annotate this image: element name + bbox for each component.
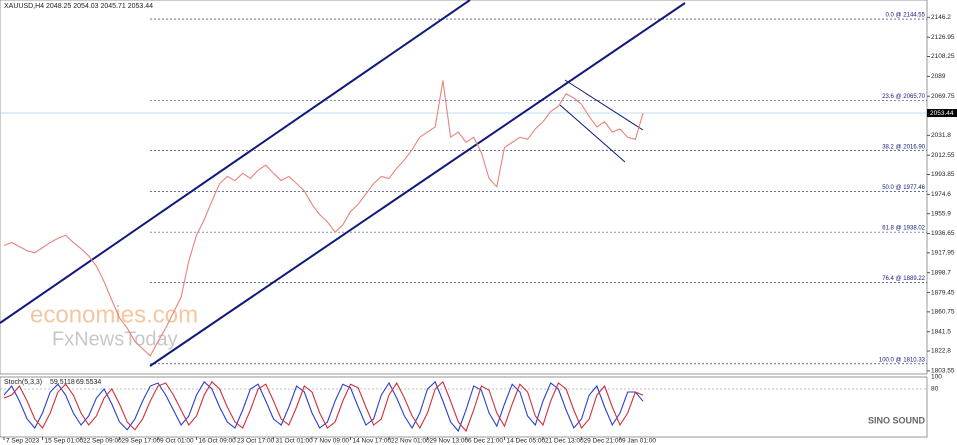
- x-tick-label: 6 Dec 21:00: [468, 438, 503, 445]
- fib-label: 0.0 @ 2144.55: [886, 13, 926, 19]
- x-tick-label: 7 Sep 2023: [6, 438, 40, 445]
- y-tick-label: 2069.75: [931, 93, 955, 100]
- y-tick-label: 1955.9: [931, 210, 951, 217]
- x-tick-label: 29 Sep 17:00: [122, 438, 161, 445]
- watermark: SINO SOUND: [868, 415, 926, 425]
- price-line: [3, 380, 644, 433]
- last-price-label: 2053.44: [930, 110, 954, 117]
- y-tick-label: 1898.7: [931, 269, 951, 276]
- y-tick-label: 1822.8: [931, 348, 951, 355]
- last-price-tag: [927, 109, 957, 118]
- stoch-signal-value: 69.5534: [76, 379, 101, 386]
- channel-upper: [0, 0, 471, 324]
- y-tick-label: 2031.8: [931, 132, 951, 139]
- x-tick-label: 16 Oct 09:00: [199, 438, 237, 445]
- stoch-panel: [0, 376, 928, 438]
- x-tick-label: 21 Dec 13:00: [545, 438, 584, 445]
- stoch-tick-label: 100: [931, 374, 942, 381]
- chart-title: XAUUSD,H4 2048.25 2054.03 2045.71 2053.4…: [4, 3, 153, 10]
- y-tick-label: 2108.25: [931, 53, 955, 60]
- y-tick-label: 2146.2: [931, 14, 951, 21]
- x-tick-label: 14 Nov 17:00: [353, 438, 392, 445]
- fib-label: 50.0 @ 1977.46: [882, 185, 925, 191]
- stoch-tick-label: 80: [931, 386, 939, 393]
- y-tick-label: 2126.95: [931, 34, 955, 41]
- y-tick-label: 1860.75: [931, 309, 955, 316]
- x-tick-label: 29 Nov 13:00: [430, 438, 469, 445]
- x-tick-label: 22 Nov 01:00: [391, 438, 430, 445]
- fib-label: 100.0 @ 1810.33: [879, 357, 926, 363]
- fib-label: 38.2 @ 2016.90: [882, 144, 925, 150]
- main-panel: [0, 0, 928, 375]
- watermark: FxNewsToday: [52, 328, 178, 350]
- y-tick-label: 1841.5: [931, 328, 951, 335]
- x-tick-label: 7 Nov 09:00: [314, 438, 349, 445]
- y-tick-label: 1879.45: [931, 289, 955, 296]
- price-line: [3, 80, 644, 357]
- x-tick-label: 9 Jan 01:00: [622, 438, 656, 445]
- x-tick-label: 23 Oct 17:00: [237, 438, 275, 445]
- price-line: [3, 380, 644, 433]
- x-tick-label: 9 Oct 01:00: [160, 438, 194, 445]
- fib-label: 23.6 @ 2065.70: [882, 94, 925, 100]
- x-tick-label: 22 Sep 09:00: [83, 438, 122, 445]
- stoch-title: Stoch(5,3,3): [4, 379, 42, 386]
- y-tick-label: 1993.85: [931, 171, 955, 178]
- flag-lower: [559, 104, 626, 163]
- stoch-main-value: 59.5118: [50, 379, 75, 386]
- x-tick-label: 31 Oct 01:00: [276, 438, 314, 445]
- y-tick-label: 1803.55: [931, 368, 955, 375]
- y-tick-label: 2089: [931, 73, 946, 80]
- fib-label: 61.8 @ 1938.02: [882, 226, 925, 232]
- y-tick-label: 2012.55: [931, 152, 955, 159]
- x-tick-label: 29 Dec 21:00: [584, 438, 623, 445]
- x-tick-label: 14 Dec 05:00: [507, 438, 546, 445]
- channel-lower: [149, 2, 686, 367]
- x-tick-label: 15 Sep 01:00: [45, 438, 84, 445]
- fib-label: 76.4 @ 1889.22: [882, 276, 925, 282]
- y-tick-label: 1974.6: [931, 191, 951, 198]
- flag-upper: [564, 79, 644, 131]
- y-tick-label: 1936.65: [931, 230, 955, 237]
- y-tick-label: 1917.95: [931, 250, 955, 257]
